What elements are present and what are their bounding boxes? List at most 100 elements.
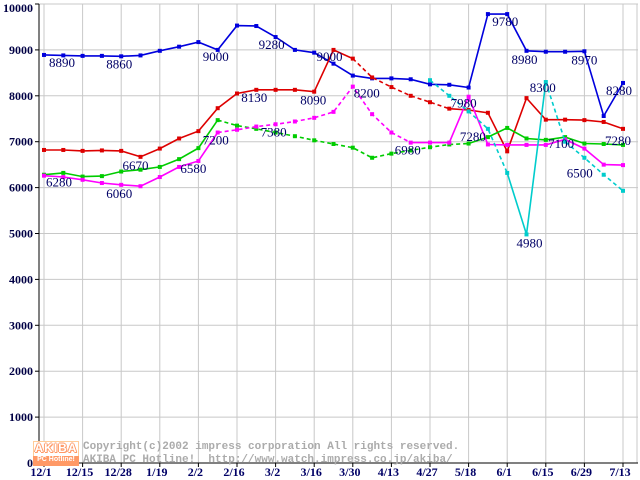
series-magenta-marker [292,119,297,124]
series-magenta-marker [582,146,587,151]
series-red-marker [292,87,297,92]
site-url-text: AKIBA PC Hotline! http://www.watch.impre… [83,454,453,466]
series-blue-marker [215,47,220,52]
value-label: 7280 [605,133,631,148]
series-green-marker [157,164,162,169]
series-green-marker [524,136,529,141]
series-blue-marker [254,24,259,29]
series-magenta-marker [524,142,529,147]
series-blue-marker [428,82,432,87]
series-cyan-marker [485,126,490,131]
x-axis-label: 12/1 [30,465,51,479]
series-red-marker [601,119,606,124]
footer-text-block: Copyright(c)2002 impress corporation All… [83,441,459,467]
y-axis-label: 2000 [9,364,33,378]
series-red-marker [215,106,220,111]
series-blue-marker [80,53,85,58]
series-magenta-marker [254,124,259,129]
series-red-line [352,58,450,110]
y-axis-label: 3000 [9,318,33,332]
series-magenta-marker [235,127,239,132]
value-label: 6670 [123,158,149,173]
logo-akiba-text: AKIBA [33,441,79,456]
series-red-marker [312,89,317,94]
series-magenta-marker [42,173,46,178]
series-red-marker [621,126,625,131]
value-label: 9000 [317,49,343,64]
series-cyan-marker [601,172,606,177]
series-cyan-marker [563,139,568,144]
series-red-marker [389,85,394,90]
series-green-marker [621,142,625,147]
series-green-marker [428,145,432,150]
series-magenta-marker [601,162,606,167]
series-red-marker [99,148,104,153]
x-axis-label: 2/16 [223,465,244,479]
series-magenta-marker [428,140,432,145]
value-label: 6280 [46,175,72,190]
x-axis-label: 1/19 [146,465,167,479]
series-blue-marker [563,49,568,54]
x-axis-label: 7/13 [609,465,630,479]
y-axis-label: 5000 [9,227,33,241]
series-green-marker [80,174,85,179]
series-green-line [217,119,469,159]
x-axis-label: 12/15 [66,465,93,479]
value-label: 6580 [180,161,206,176]
series-blue-marker [312,50,317,55]
series-magenta-marker [177,164,182,169]
series-red-line [449,96,624,154]
value-label: 8300 [530,80,556,95]
series-blue-marker [61,53,66,58]
series-magenta-marker [312,115,317,120]
series-green-marker [215,118,220,123]
series-red-marker [582,118,587,123]
series-blue-marker [485,12,490,17]
series-blue-marker [196,40,201,45]
value-label: 7100 [548,136,574,151]
series-green-marker [273,130,278,135]
value-label: 8980 [512,52,538,67]
series-magenta-marker [273,122,278,127]
series-blue-marker [292,47,297,52]
value-label: 8280 [606,83,632,98]
series-blue-marker [389,76,394,81]
series-magenta-marker [505,142,510,147]
x-axis-label: 3/2 [265,465,280,479]
series-red-marker [370,75,375,80]
series-magenta-marker [350,84,355,89]
value-label: 6060 [106,186,132,201]
series-magenta-marker [563,137,568,142]
y-axis-label: 6000 [9,181,33,195]
series-magenta-marker [370,112,375,117]
series-green-marker [408,148,413,153]
series-red-marker [428,100,432,105]
series-red-marker [196,129,201,134]
value-label: 8200 [354,86,380,101]
series-blue-marker [273,35,278,40]
series-red-marker [505,149,510,154]
series-magenta-marker [466,94,471,99]
series-blue-marker [505,12,510,17]
series-red-marker [138,154,143,159]
series-cyan-marker [466,109,471,114]
series-magenta-marker [157,175,162,180]
value-label: 9280 [259,37,285,52]
series-green-marker [61,170,66,175]
series-cyan-marker [447,93,452,98]
y-axis-label: 4000 [9,272,33,286]
series-green-marker [601,141,606,146]
series-blue-marker [99,53,104,58]
y-axis-label: 0 [27,456,33,470]
value-label: 8970 [571,52,597,67]
series-green-marker [466,141,471,146]
copyright-text: Copyright(c)2002 impress corporation All… [83,441,460,453]
series-magenta-line [217,85,412,144]
series-green-marker [505,125,510,130]
x-axis-label: 4/13 [378,465,399,479]
series-red-marker [563,117,568,122]
series-red-marker [485,110,490,115]
footer: AKIBA PC Hotline! Copyright(c)2002 impre… [33,441,459,467]
x-axis-label: 3/30 [339,465,360,479]
